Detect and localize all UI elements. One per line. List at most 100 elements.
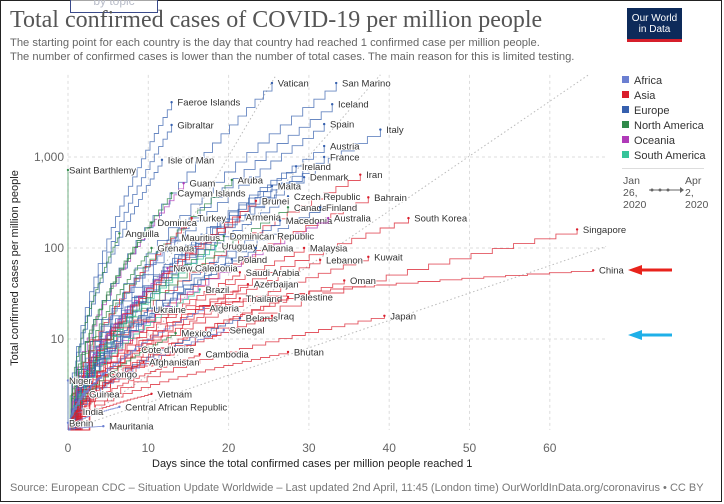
legend-label: Europe	[634, 105, 670, 117]
series-line-ireland	[68, 166, 297, 431]
legend-swatch	[622, 91, 629, 98]
series-label: Austria	[330, 142, 360, 153]
timeline-start[interactable]: Jan 26, 2020	[623, 175, 646, 211]
series-end-point	[170, 101, 173, 104]
series-end-point	[359, 173, 362, 176]
source-footer: Source: European CDC – Situation Update …	[10, 482, 704, 494]
legend-item-oceania[interactable]: Oceania	[622, 134, 706, 149]
series-label: Poland	[238, 255, 268, 266]
series-end-point	[66, 379, 70, 382]
x-tick-label: 0	[65, 441, 72, 455]
doubling-reference-line	[67, 74, 589, 431]
series-line-central-african-republic	[68, 406, 120, 431]
series-line-vietnam	[68, 393, 152, 431]
series-label: Faeroe Islands	[177, 98, 240, 109]
series-end-point	[322, 155, 326, 159]
series-line-brazil	[68, 289, 201, 431]
legend: Africa Asia Europe North America Oceania…	[622, 74, 706, 164]
series-line-iceland	[68, 104, 333, 431]
series-end-point	[286, 206, 290, 209]
series-end-point	[294, 165, 298, 168]
series-end-point	[198, 288, 201, 291]
by-topic-tab[interactable]: by topic	[70, 0, 158, 13]
series-end-point	[286, 350, 290, 354]
series-label: Dominican Republic	[230, 232, 315, 243]
series-line-aruba	[68, 179, 233, 431]
legend-item-asia[interactable]: Asia	[622, 89, 706, 104]
series-label: Thailand	[246, 294, 282, 305]
series-label: Senegal	[230, 325, 265, 336]
legend-item-south-america[interactable]: South America	[622, 149, 706, 164]
series-label: China	[599, 266, 625, 277]
series-line-dominican-republic	[68, 236, 225, 431]
series-label: France	[330, 153, 360, 164]
series-line-china	[68, 270, 594, 431]
series-label: Congo	[109, 370, 137, 381]
legend-swatch	[622, 121, 629, 128]
series-label: Aruba	[238, 175, 264, 186]
series-end-point	[222, 234, 225, 238]
series-line-palestine	[68, 296, 289, 431]
chart-title: Total confirmed cases of COVID-19 per mi…	[10, 7, 543, 33]
legend-item-europe[interactable]: Europe	[622, 104, 706, 119]
series-end-point	[326, 216, 330, 220]
red-arrow-head	[628, 265, 642, 275]
series-end-point	[343, 279, 346, 282]
series-line-south-korea	[68, 218, 409, 431]
series-label: Cote d'Ivoire	[141, 345, 194, 356]
series-line-macedonia	[68, 220, 281, 431]
logo-line-2: in Data	[638, 24, 671, 35]
timeline-end-year: 2020	[685, 199, 709, 211]
series-label: India	[83, 407, 104, 418]
series-label: San Marino	[342, 79, 391, 90]
series-end-point	[330, 103, 334, 106]
legend-item-africa[interactable]: Africa	[622, 74, 706, 89]
series-end-point	[182, 182, 185, 185]
series-label: Palestine	[294, 292, 333, 303]
series-end-point	[174, 236, 177, 239]
series-line-india	[67, 411, 78, 431]
series-label: Kuwait	[374, 252, 403, 263]
series-label: Dominica	[157, 218, 197, 229]
series-end-point	[286, 295, 290, 299]
series-line-faeroe-islands	[68, 102, 173, 431]
series-label: Afghanistan	[149, 357, 199, 368]
series-end-point	[335, 81, 338, 85]
series-label: Iraq	[278, 311, 294, 322]
series-label: Uruguay	[222, 242, 258, 253]
x-tick-label: 10	[142, 441, 156, 455]
legend-item-north-america[interactable]: North America	[622, 119, 706, 134]
series-end-point	[150, 221, 153, 224]
timeline-end[interactable]: Apr 2, 2020	[685, 175, 708, 211]
series-label: Czech Republic	[294, 192, 361, 203]
series-line-spain	[68, 124, 325, 431]
x-tick-label: 20	[222, 441, 236, 455]
owid-logo[interactable]: Our World in Data	[627, 8, 682, 42]
series-end-point	[142, 360, 145, 364]
series-label: New Caledonia	[173, 264, 238, 275]
series-label: Turkey	[197, 214, 226, 225]
x-axis-label: Days since the total confirmed cases per…	[152, 458, 473, 470]
series-end-point	[150, 392, 153, 395]
series-end-point	[146, 308, 149, 311]
series-label: Saint Barthlemy	[69, 165, 136, 176]
series-line-vatican	[68, 83, 273, 431]
series-line-iran	[68, 174, 361, 431]
series-end-point	[166, 266, 169, 270]
series-line-azerbaijan	[68, 284, 249, 431]
series-line-belarus	[68, 318, 241, 431]
y-axis-label: Total confirmed cases per million people	[9, 170, 21, 366]
series-line-saudi-arabia	[68, 272, 241, 431]
series-end-point	[202, 306, 205, 310]
series-end-point	[238, 271, 242, 274]
series-end-point	[82, 392, 85, 395]
y-tick-label: 100	[44, 241, 64, 255]
series-line-ukraine	[68, 309, 148, 431]
series-label: Guinea	[89, 389, 120, 400]
y-tick-label: 10	[51, 332, 65, 346]
series-end-point	[318, 206, 322, 209]
series-end-point	[66, 421, 70, 424]
series-end-point	[322, 122, 326, 126]
series-line-cayman-islands	[68, 193, 173, 431]
